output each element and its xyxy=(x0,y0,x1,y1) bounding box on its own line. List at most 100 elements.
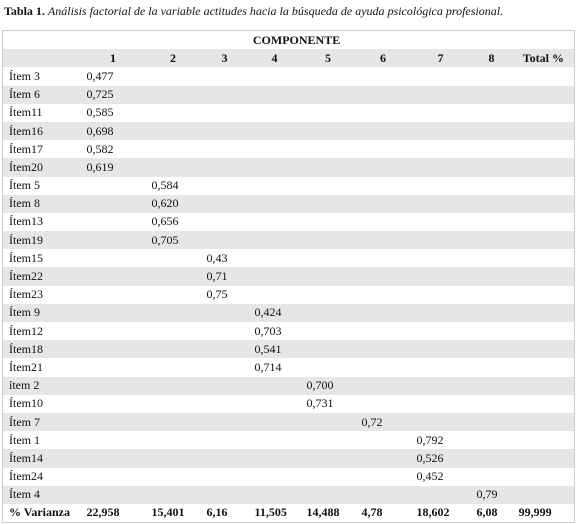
cell xyxy=(410,303,471,322)
loading: 0,584 xyxy=(151,178,179,193)
table-row: Ítem12 0,703 xyxy=(3,322,575,340)
column-header: 6 xyxy=(355,49,411,68)
cell xyxy=(513,67,575,85)
cell xyxy=(470,194,513,213)
loading: 0,72 xyxy=(355,412,411,432)
cell xyxy=(512,303,575,322)
cell xyxy=(471,104,513,122)
title-text: Análisis factorial de la variable actitu… xyxy=(47,4,504,18)
cell xyxy=(410,340,471,359)
cell xyxy=(201,322,249,340)
column-header: 2 xyxy=(145,49,201,68)
cell xyxy=(471,249,513,267)
cell xyxy=(81,322,146,340)
table-row: Ítem22 0,71 xyxy=(2,267,575,286)
cell xyxy=(301,468,356,486)
cell xyxy=(201,67,249,85)
cell xyxy=(145,449,201,468)
cell xyxy=(356,67,411,85)
cell xyxy=(356,213,411,231)
table-row: Ítem 1 0,792 xyxy=(3,431,575,449)
cell xyxy=(513,468,575,486)
cell xyxy=(300,485,356,504)
cell xyxy=(80,485,146,504)
cell xyxy=(301,358,356,376)
loading: 0,75 xyxy=(206,287,228,302)
cell xyxy=(80,376,146,395)
table-row: Ítem 7 0,72 xyxy=(2,412,575,432)
cell xyxy=(3,31,81,50)
cell xyxy=(411,140,471,158)
loading: 0,424 xyxy=(248,303,301,322)
cell xyxy=(301,431,356,449)
cell xyxy=(201,213,249,231)
cell xyxy=(248,485,301,504)
cell xyxy=(248,412,301,432)
cell xyxy=(200,231,249,250)
cell xyxy=(146,140,201,158)
table-row: Ítem20 0,619 xyxy=(2,158,575,177)
title-label: Tabla 1. xyxy=(4,4,45,18)
variance: 4,78 xyxy=(361,505,383,520)
cell xyxy=(201,468,249,486)
cell xyxy=(471,177,513,195)
cell xyxy=(410,376,471,395)
loading: 0,731 xyxy=(306,396,334,411)
cell xyxy=(145,121,201,141)
cell xyxy=(470,231,513,250)
cell xyxy=(411,358,471,376)
cell xyxy=(249,104,301,122)
cell xyxy=(81,358,146,376)
cell xyxy=(200,485,249,504)
cell xyxy=(411,67,471,85)
cell xyxy=(80,412,146,432)
cell xyxy=(248,267,301,286)
variance: 22,958 xyxy=(86,505,120,520)
table-row: Ítem24 0,452 xyxy=(3,468,575,486)
cell xyxy=(356,395,411,413)
cell xyxy=(146,104,201,122)
row-label: Ítem20 xyxy=(2,158,81,177)
cell xyxy=(513,140,575,158)
column-header: 8 xyxy=(470,49,513,68)
cell xyxy=(512,121,575,141)
row-label: Ítem10 xyxy=(9,396,43,411)
cell xyxy=(249,213,301,231)
cell xyxy=(248,194,301,213)
cell xyxy=(411,286,471,304)
cell xyxy=(81,177,146,195)
variance: 6,08 xyxy=(476,505,498,520)
cell xyxy=(356,286,411,304)
cell xyxy=(470,376,513,395)
cell xyxy=(200,340,249,359)
row-label: Ítem21 xyxy=(9,359,43,374)
table-row: Ítem18 0,541 xyxy=(2,340,575,359)
cell xyxy=(513,286,575,304)
cell xyxy=(146,322,201,340)
cell xyxy=(512,449,575,468)
cell xyxy=(410,412,471,432)
cell xyxy=(201,431,249,449)
cell xyxy=(411,249,471,267)
table-row: Ítem 9 0,424 xyxy=(2,303,575,322)
row-label: % Varianza xyxy=(9,505,71,520)
cell xyxy=(513,249,575,267)
column-header: 5 xyxy=(300,49,356,68)
cell xyxy=(355,303,411,322)
loading: 0,725 xyxy=(80,85,146,104)
cell xyxy=(2,49,81,68)
loading: 0,703 xyxy=(254,323,282,338)
cell xyxy=(201,395,249,413)
cell xyxy=(513,322,575,340)
cell xyxy=(355,158,411,177)
row-label: Ítem22 xyxy=(2,267,81,286)
cell xyxy=(300,449,356,468)
cell xyxy=(411,213,471,231)
cell xyxy=(145,158,201,177)
row-label: ítem 2 xyxy=(2,376,81,395)
cell xyxy=(512,485,575,504)
cell xyxy=(411,177,471,195)
cell xyxy=(146,358,201,376)
cell xyxy=(80,340,146,359)
cell xyxy=(146,249,201,267)
